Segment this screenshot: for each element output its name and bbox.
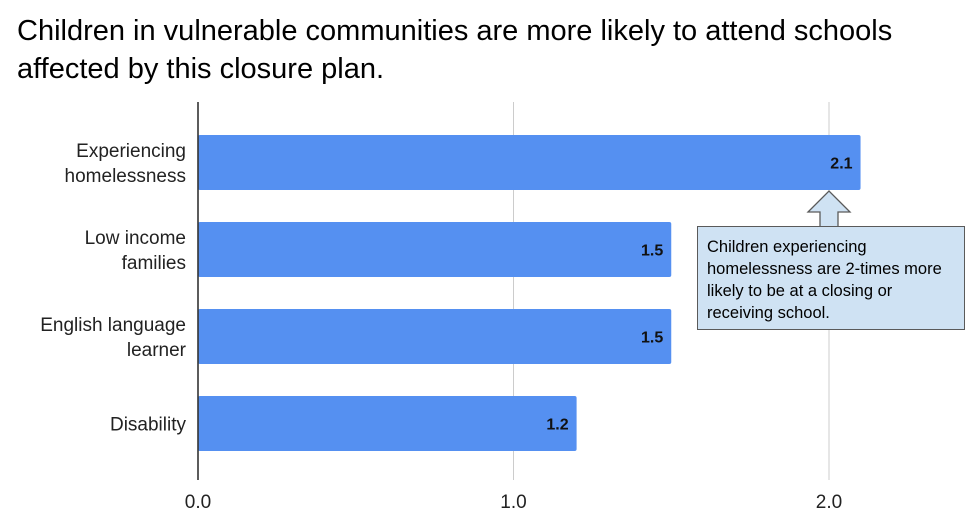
category-label-2-1: learner bbox=[127, 340, 187, 361]
category-label-0-0: Experiencing bbox=[76, 141, 186, 162]
x-tick-label-2: 2.0 bbox=[816, 492, 842, 513]
category-label-1-1: families bbox=[122, 253, 186, 274]
category-label-1-0: Low income bbox=[85, 228, 186, 249]
x-tick-label-1: 1.0 bbox=[500, 492, 526, 513]
category-label-0-1: homelessness bbox=[65, 166, 186, 187]
data-label-2: 1.5 bbox=[641, 330, 663, 347]
data-label-3: 1.2 bbox=[546, 417, 568, 434]
bar-2 bbox=[198, 309, 672, 364]
annotation-callout: Children experiencing homelessness are 2… bbox=[697, 226, 965, 330]
bar-1 bbox=[198, 222, 672, 277]
data-label-1: 1.5 bbox=[641, 243, 663, 260]
category-label-2-0: English language bbox=[40, 315, 186, 336]
x-tick-label-0: 0.0 bbox=[185, 492, 211, 513]
category-label-3-0: Disability bbox=[110, 415, 187, 436]
data-label-0: 2.1 bbox=[830, 156, 852, 173]
bar-0 bbox=[198, 135, 861, 190]
callout-arrow bbox=[806, 190, 852, 227]
bar-3 bbox=[198, 396, 577, 451]
chart-title: Children in vulnerable communities are m… bbox=[17, 15, 893, 85]
